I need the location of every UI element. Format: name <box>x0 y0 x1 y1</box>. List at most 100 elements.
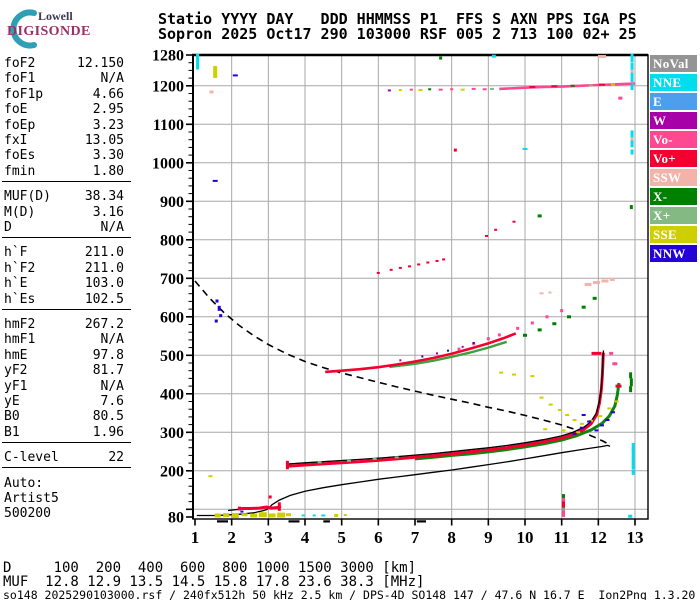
echo-speckle <box>347 459 352 462</box>
echo-speckle <box>516 326 520 330</box>
echo-speckle <box>494 228 498 231</box>
echo-speckle <box>609 277 615 281</box>
echo-speckle <box>418 89 423 92</box>
echo-speckle <box>630 63 634 71</box>
param-value: 3.16 <box>92 204 124 220</box>
x-tick-label: 8 <box>447 528 456 547</box>
param-label: 500200 <box>4 506 51 522</box>
echo-speckle <box>231 512 239 518</box>
header-column-names: Statio YYYY DAY DDD HHMMSS P1 FFS S AXN … <box>158 10 637 28</box>
x-tick-label: 11 <box>554 528 570 547</box>
param-row-hmf1: hmF1 N/A <box>4 332 124 347</box>
echo-speckle <box>557 408 562 411</box>
echo-speckle <box>497 333 501 337</box>
echo-speckle <box>543 428 548 431</box>
y-tick-label: 900 <box>160 194 184 211</box>
echo-speckle <box>223 513 230 518</box>
y-tick-label: 1200 <box>152 78 184 95</box>
echo-speckle <box>530 375 535 378</box>
panel-divider <box>2 441 131 443</box>
echo-speckle <box>539 396 544 399</box>
echo-speckle <box>615 384 622 388</box>
logo-arc-icon <box>10 9 37 49</box>
legend-item-nne: NNE <box>650 74 697 91</box>
echo-speckle <box>630 53 634 63</box>
echo-speckle <box>417 263 421 266</box>
param-value: 80.5 <box>92 409 124 425</box>
echo-speckle <box>552 322 557 326</box>
param-label: B1 <box>4 424 20 440</box>
y-tick-label: 1000 <box>152 155 184 172</box>
param-label: h`F <box>4 245 28 261</box>
param-row-hes: h`Es 102.5 <box>4 291 124 307</box>
echo-speckle <box>579 422 584 425</box>
echo-speckle <box>630 138 634 148</box>
param-label: hmF2 <box>4 317 36 332</box>
y-tick-label: 400 <box>160 386 184 403</box>
echo-speckle <box>562 497 566 504</box>
echo-speckle <box>408 265 412 268</box>
restricted-band-mark <box>288 520 300 523</box>
echo-speckle <box>629 205 633 210</box>
param-value: 3.23 <box>92 117 124 133</box>
param-label: foE <box>4 102 28 118</box>
echo-speckle <box>438 88 443 91</box>
echo-speckle <box>567 315 572 319</box>
param-label: yF1 <box>4 378 28 394</box>
echo-speckle <box>212 179 218 182</box>
lowell-digisonde-logo: Lowell DIGISONDE <box>2 2 132 49</box>
echo-speckle <box>491 54 496 58</box>
echo-speckle <box>628 514 633 518</box>
param-label: M(D) <box>4 204 36 220</box>
echo-speckle <box>593 281 601 285</box>
echo-speckle <box>630 137 634 141</box>
echo-speckle <box>599 83 606 86</box>
x-tick-label: 10 <box>517 528 534 547</box>
echo-speckle <box>611 83 616 86</box>
param-row-b0: B0 80.5 <box>4 409 124 425</box>
echo-speckle <box>562 494 566 500</box>
legend-item-ssw: SSW <box>650 169 697 186</box>
legend-item-w: W <box>650 112 697 129</box>
echo-speckle <box>312 514 316 517</box>
x-tick-label: 2 <box>227 528 236 547</box>
series-f2-o-trace <box>287 352 605 468</box>
echo-speckle <box>343 514 347 517</box>
param-value: 102.5 <box>84 291 124 307</box>
param-label: C-level <box>4 450 59 466</box>
header-station-values: Sopron 2025 Oct17 290 103000 RSF 005 2 7… <box>158 25 637 43</box>
series-second-hop-o <box>325 332 517 374</box>
echo-speckle <box>387 89 391 92</box>
param-value: 3.30 <box>92 148 124 164</box>
echo-speckle <box>630 83 634 91</box>
echo-speckle <box>607 407 612 410</box>
param-label: h`F2 <box>4 260 36 276</box>
echo-speckle <box>630 130 634 138</box>
echo-speckle <box>439 56 443 60</box>
echo-speckle <box>426 261 430 264</box>
echo-speckle <box>601 279 609 283</box>
param-value: 1.96 <box>92 424 124 440</box>
param-row-fof1: foF1 N/A <box>4 71 124 86</box>
param-label: foEs <box>4 148 36 164</box>
param-value: 7.6 <box>100 394 124 409</box>
echo-speckle <box>409 88 413 91</box>
param-value: N/A <box>100 378 124 394</box>
param-row-md: M(D) 3.16 <box>4 204 124 220</box>
echo-speckle <box>598 55 607 59</box>
echo-speckle <box>435 259 439 262</box>
echo-speckle <box>499 371 504 374</box>
echo-speckle <box>587 420 592 423</box>
echo-speckle <box>215 299 219 303</box>
x-tick-label: 12 <box>590 528 607 547</box>
echo-speckle <box>627 82 632 85</box>
param-row-he: h`E 103.0 <box>4 276 124 291</box>
param-value: 267.2 <box>84 317 124 332</box>
echo-speckle <box>321 514 326 517</box>
echo-speckle <box>605 418 610 421</box>
echo-speckle <box>398 89 402 92</box>
param-label: fxI <box>4 133 28 148</box>
echo-speckle <box>591 351 602 355</box>
echo-speckle <box>548 403 553 406</box>
